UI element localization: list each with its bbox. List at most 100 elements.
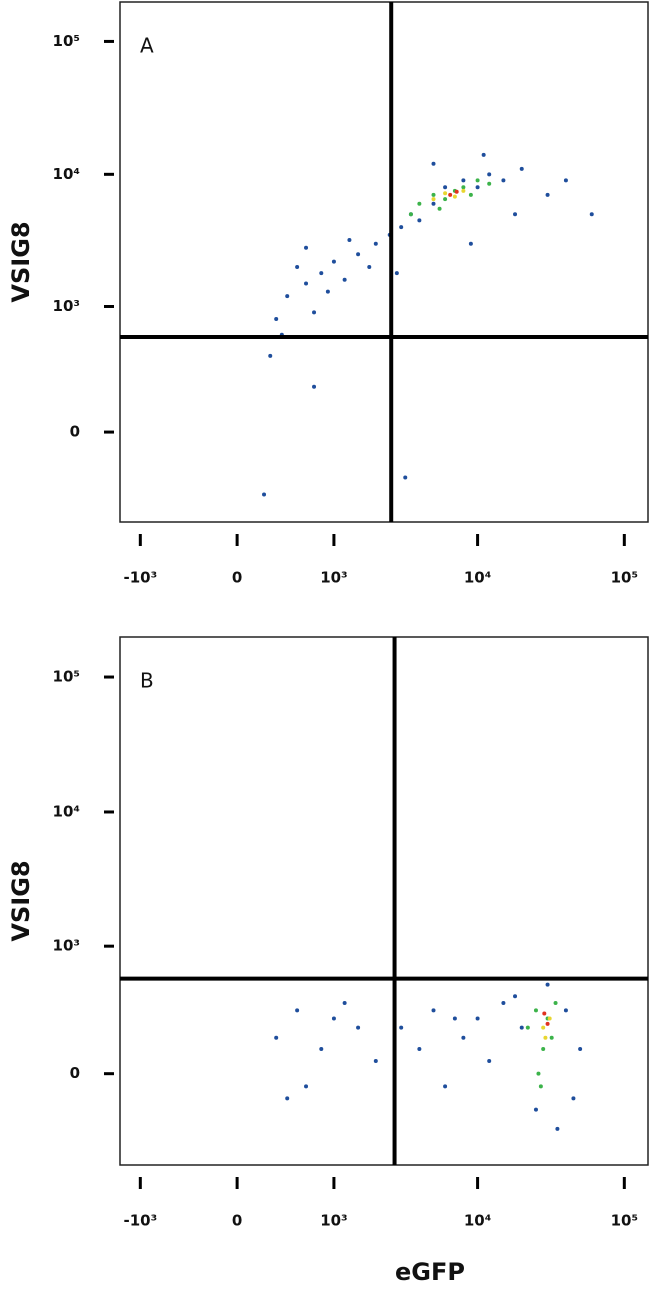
data-point (312, 310, 317, 315)
y-axis-label: VSIG8 (7, 221, 35, 302)
data-point (501, 1000, 506, 1005)
data-point (513, 994, 518, 999)
data-point (513, 212, 518, 217)
x-tick-label: 10⁴ (464, 1212, 491, 1230)
data-point (481, 152, 486, 157)
data-point (545, 1021, 550, 1026)
data-point (461, 188, 466, 193)
data-point (543, 1035, 548, 1040)
data-point (399, 1025, 404, 1030)
data-point (578, 1046, 583, 1051)
y-tick-label: 10⁴ (53, 802, 80, 820)
data-point (475, 1016, 480, 1021)
data-point (533, 1107, 538, 1112)
y-tick-label: 0 (70, 423, 80, 441)
data-point (443, 1084, 448, 1089)
data-point (262, 492, 267, 497)
data-point (461, 1035, 466, 1040)
data-point (533, 1008, 538, 1013)
data-point (417, 201, 422, 206)
data-point (285, 1096, 290, 1101)
x-tick-label: 0 (232, 1212, 242, 1230)
data-point (541, 1046, 546, 1051)
data-point (541, 1025, 546, 1030)
data-point (487, 1059, 492, 1064)
data-point (304, 1084, 309, 1089)
data-point (295, 1008, 300, 1013)
data-point (536, 1071, 541, 1076)
data-point (461, 178, 466, 183)
data-point (437, 206, 442, 211)
data-point (443, 185, 448, 190)
plot-frame (119, 1, 649, 523)
data-point (468, 192, 473, 197)
data-point (312, 384, 317, 389)
data-point (331, 1016, 336, 1021)
data-point (443, 197, 448, 202)
data-point (394, 271, 399, 276)
data-point (431, 1008, 436, 1013)
x-tick-label: 10³ (320, 569, 347, 587)
data-point (285, 294, 290, 299)
data-point (553, 1000, 558, 1005)
data-point (373, 1059, 378, 1064)
data-point (547, 1016, 552, 1021)
data-point (519, 1025, 524, 1030)
data-point (525, 1025, 530, 1030)
x-tick-label: 10⁴ (464, 569, 491, 587)
data-point (304, 245, 309, 250)
data-point (274, 1035, 279, 1040)
data-point (319, 1046, 324, 1051)
data-point (417, 1046, 422, 1051)
data-point (319, 271, 324, 276)
data-point (356, 252, 361, 257)
data-point (268, 353, 273, 358)
data-point (475, 178, 480, 183)
data-point (347, 238, 352, 243)
data-point (417, 218, 422, 223)
data-point (403, 475, 408, 480)
data-point (563, 178, 568, 183)
x-tick-label: 10⁵ (611, 1212, 638, 1230)
y-tick-label: 0 (70, 1064, 80, 1082)
data-point (475, 185, 480, 190)
y-tick-label: 10³ (53, 937, 80, 955)
data-point (501, 178, 506, 183)
y-tick-label: 10⁵ (53, 32, 80, 50)
data-point (325, 289, 330, 294)
data-point (487, 172, 492, 177)
y-axis-label: VSIG8 (7, 860, 35, 941)
data-point (545, 192, 550, 197)
data-point (331, 259, 336, 264)
plot-frame (119, 636, 649, 1166)
data-point (452, 1016, 457, 1021)
data-point (431, 201, 436, 206)
y-tick-label: 10³ (53, 297, 80, 315)
x-tick-label: 10³ (320, 1212, 347, 1230)
y-tick-label: 10⁵ (53, 668, 80, 686)
x-axis-label: eGFP (395, 1258, 465, 1286)
data-point (408, 212, 413, 217)
data-point (431, 161, 436, 166)
x-tick-label: -10³ (123, 1212, 157, 1230)
x-tick-label: 10⁵ (611, 569, 638, 587)
data-point (468, 241, 473, 246)
panel-label: A (140, 34, 154, 58)
data-point (545, 982, 550, 987)
data-point (487, 181, 492, 186)
data-point (367, 265, 372, 270)
data-point (373, 241, 378, 246)
data-point (461, 185, 466, 190)
data-point (342, 277, 347, 282)
data-point (555, 1126, 560, 1131)
data-point (589, 212, 594, 217)
data-point (549, 1035, 554, 1040)
x-tick-label: -10³ (123, 569, 157, 587)
panel-label: B (140, 669, 154, 693)
data-point (452, 194, 457, 199)
data-point (454, 189, 459, 194)
data-point (356, 1025, 361, 1030)
data-point (571, 1096, 576, 1101)
x-tick-label: 0 (232, 569, 242, 587)
